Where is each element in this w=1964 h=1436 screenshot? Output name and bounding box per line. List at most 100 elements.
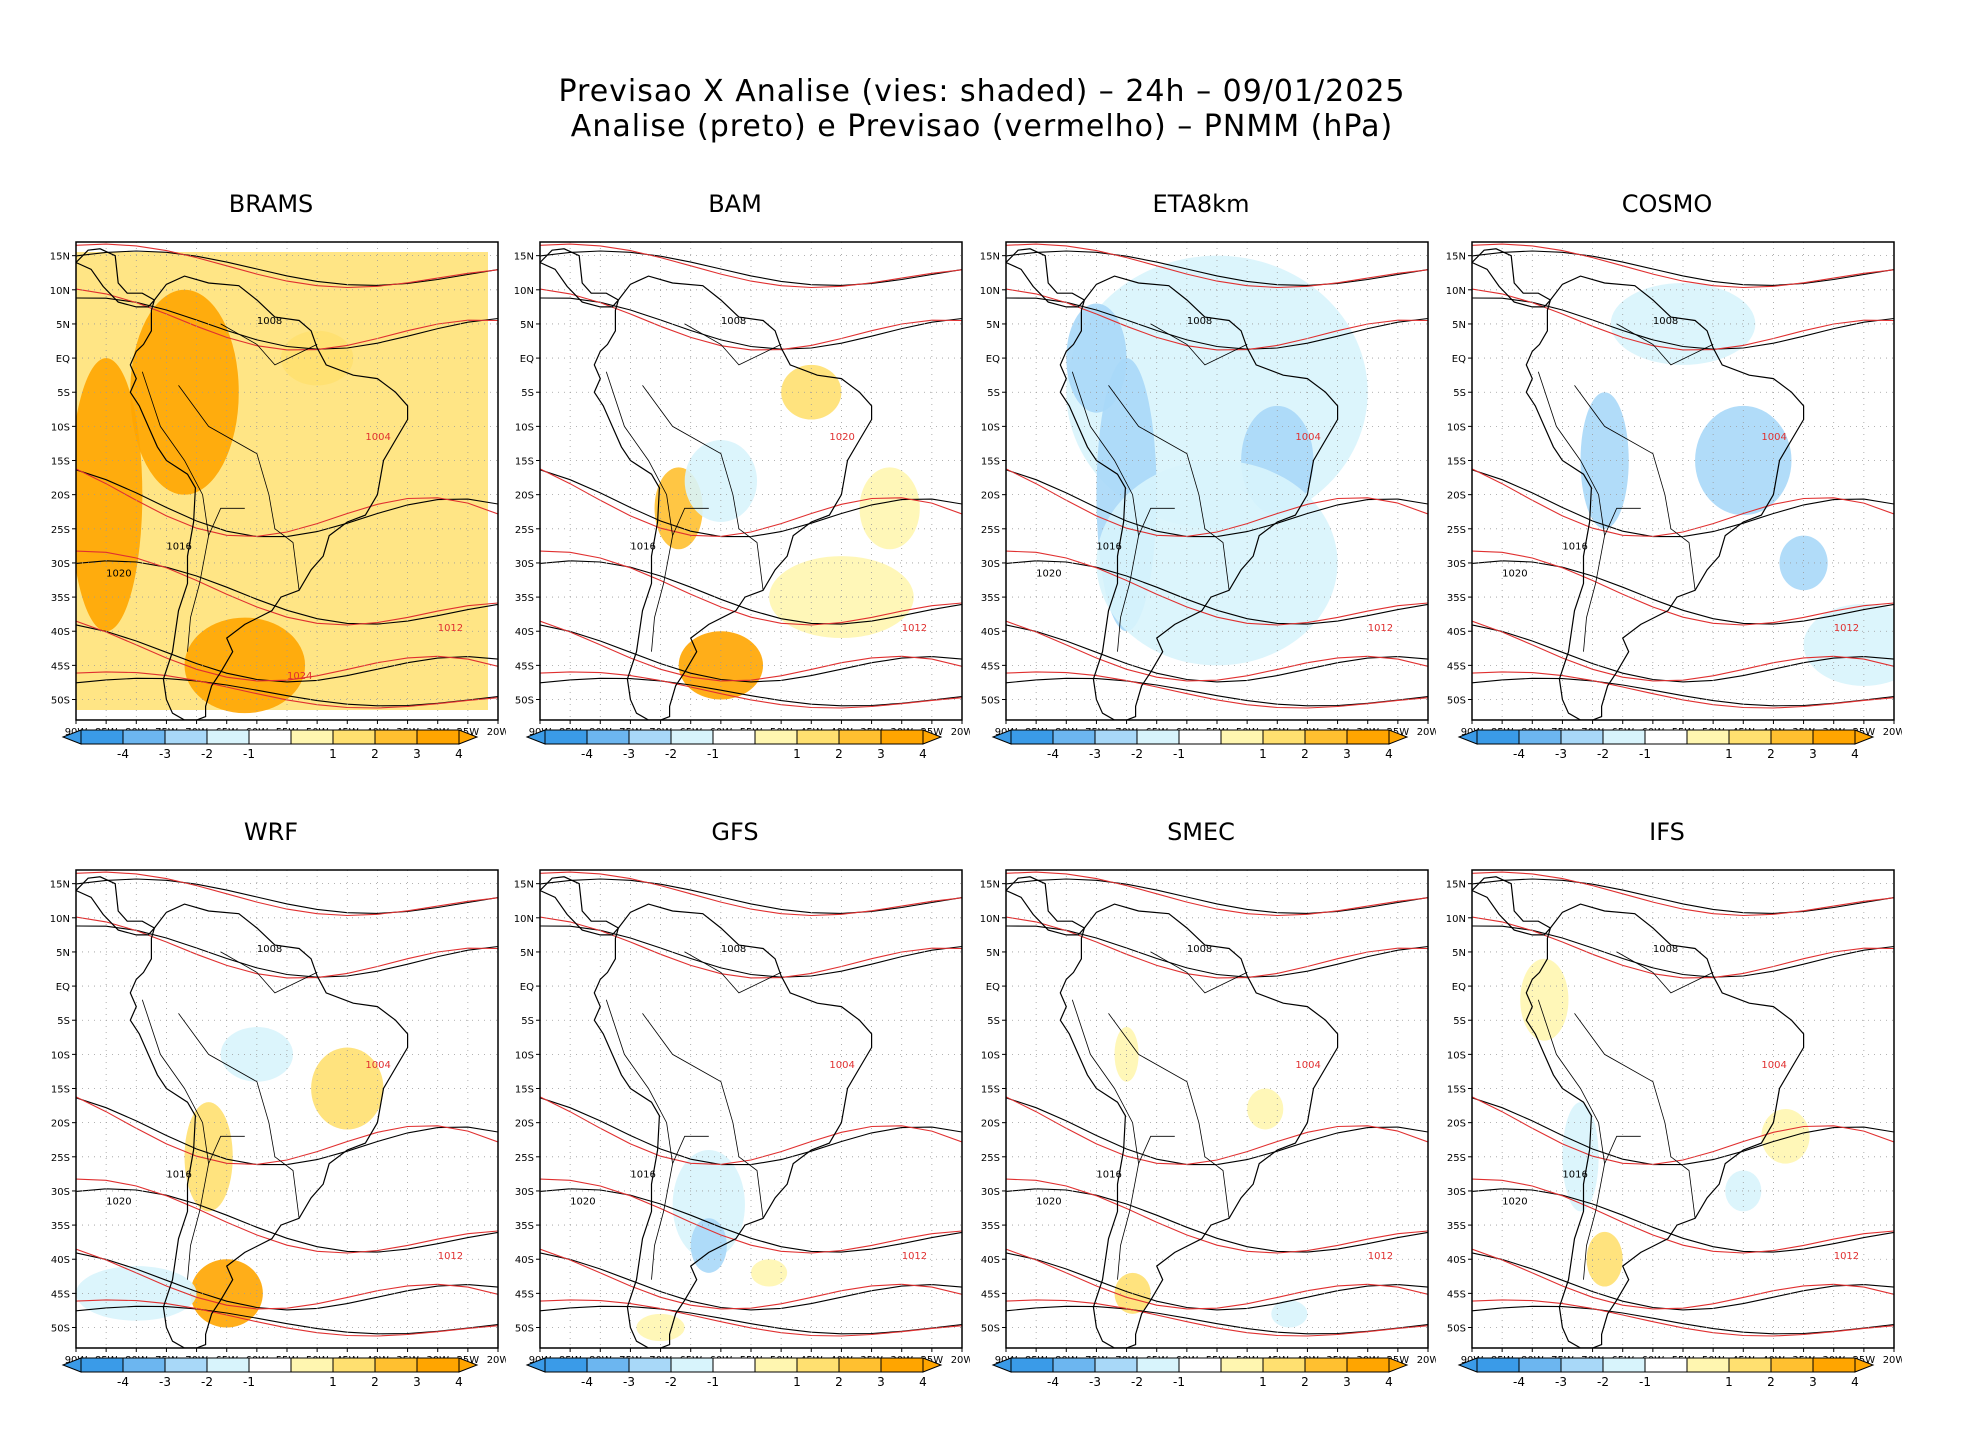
y-tick-label: 25S xyxy=(1447,1153,1466,1164)
colorbar-label: -1 xyxy=(243,747,255,761)
colorbar-segment xyxy=(586,1357,630,1373)
analysis-isobar xyxy=(1472,925,1894,978)
colorbar-label: -2 xyxy=(1597,747,1609,761)
colorbar-label: 2 xyxy=(371,747,379,761)
colorbar-label: -3 xyxy=(623,747,635,761)
country-border xyxy=(208,507,245,536)
colorbar-arrow-right xyxy=(458,729,479,745)
y-tick-label: 40S xyxy=(515,1255,534,1266)
colorbar-segment xyxy=(838,729,882,745)
colorbar-arrow-left xyxy=(1457,729,1478,745)
y-tick-label: 10N xyxy=(1446,286,1466,297)
forecast-isobar xyxy=(1006,1178,1428,1254)
panel-title: IFS xyxy=(1649,818,1685,846)
analysis-isobar xyxy=(1472,878,1894,914)
colorbar-segment xyxy=(374,1357,418,1373)
country-border xyxy=(1537,999,1606,1280)
colorbar: -4 -3 -2 -1 1 2 3 4 xyxy=(61,1357,479,1389)
forecast-isobar xyxy=(540,550,962,626)
analysis-isobar xyxy=(1472,250,1894,286)
y-tick-label: 10N xyxy=(514,914,534,925)
colorbar-segment xyxy=(838,1357,882,1373)
map-panel-ifs: IFS 1016 1012 1008 1004 1020 15N 10N 5N EQ 5S 10S 15… xyxy=(1432,818,1902,1428)
forecast-isobar xyxy=(1006,1096,1428,1165)
map-panel-cosmo: COSMO 1016 1012 1008 1004 1020 15N 10N 5N EQ 5S 10S… xyxy=(1432,190,1902,800)
forecast-isobar xyxy=(76,1096,498,1165)
y-tick-label: 20S xyxy=(515,1119,534,1130)
colorbar-arrow-left xyxy=(61,729,82,745)
y-tick-label: 35S xyxy=(1447,1221,1466,1232)
isobar-label: 1012 xyxy=(1834,1251,1859,1262)
y-tick-label: 50S xyxy=(981,1324,1000,1335)
country-border xyxy=(1150,323,1248,366)
colorbar-segment xyxy=(122,729,166,745)
y-tick-label: 35S xyxy=(515,1221,534,1232)
forecast-isobar xyxy=(1006,550,1428,626)
colorbar-label: -1 xyxy=(707,747,719,761)
isobar-label: 1020 xyxy=(1502,1197,1527,1208)
y-tick-label: 15S xyxy=(515,457,534,468)
isobar-label: 1016 xyxy=(630,541,655,552)
y-tick-label: 35S xyxy=(51,1221,70,1232)
colorbar-label: 3 xyxy=(877,1375,885,1389)
colorbar-segment xyxy=(796,1357,840,1373)
analysis-isobar xyxy=(540,624,962,683)
y-tick-label: 45S xyxy=(981,1289,1000,1300)
y-tick-label: 15S xyxy=(981,1085,1000,1096)
country-border xyxy=(605,999,674,1280)
forecast-isobar xyxy=(540,871,962,917)
isobar-label: 1016 xyxy=(1562,541,1587,552)
x-tick-label: 20W xyxy=(951,727,970,738)
figure-title-line2: Analise (preto) e Previsao (vermelho) – … xyxy=(570,109,1394,144)
colorbar-segment xyxy=(1220,1357,1264,1373)
map-content: 1016 1012 1008 1004 1020 1024 xyxy=(76,242,498,720)
colorbar-label: -2 xyxy=(201,747,213,761)
y-tick-label: 5S xyxy=(521,1016,534,1027)
analysis-isobar xyxy=(540,878,962,914)
y-tick-label: 35S xyxy=(51,593,70,604)
colorbar-label: -4 xyxy=(581,1375,593,1389)
analysis-isobar xyxy=(1472,1305,1894,1335)
y-tick-label: 50S xyxy=(1447,696,1466,707)
y-tick-label: 50S xyxy=(51,696,70,707)
y-tick-label: 5S xyxy=(1453,1016,1466,1027)
colorbar-label: 3 xyxy=(413,747,421,761)
colorbar-segment xyxy=(1304,1357,1348,1373)
country-border xyxy=(684,951,782,994)
isobar-label: 1016 xyxy=(166,541,191,552)
y-tick-label: 20S xyxy=(51,1119,70,1130)
colorbar-segment xyxy=(1346,729,1390,745)
colorbar-label: -4 xyxy=(1513,1375,1525,1389)
isobar-label: 1020 xyxy=(1502,569,1527,580)
colorbar-segment xyxy=(1476,729,1520,745)
analysis-isobar xyxy=(1006,925,1428,978)
y-tick-label: 10S xyxy=(51,422,70,433)
colorbar-arrow-right xyxy=(1388,1357,1409,1373)
country-border xyxy=(220,323,318,366)
colorbar-segment xyxy=(544,1357,588,1373)
colorbar-label: 4 xyxy=(919,1375,927,1389)
central-america-coastline xyxy=(76,876,156,936)
analysis-isobar xyxy=(540,925,962,978)
bias-shading xyxy=(280,330,354,386)
y-tick-label: 10S xyxy=(981,1050,1000,1061)
analysis-isobar xyxy=(1006,560,1428,625)
bias-shading xyxy=(769,556,914,639)
colorbar-segment xyxy=(1770,729,1814,745)
x-tick-label: 20W xyxy=(487,1355,506,1366)
isobar-label: 1008 xyxy=(257,944,282,955)
country-border xyxy=(1071,371,1140,652)
map-plot: 1016 1012 1008 1004 1020 15N 10N 5N EQ 5S 10S 15S 20… xyxy=(980,241,1436,738)
analysis-isobar xyxy=(1472,1188,1894,1253)
bias-shading xyxy=(1779,535,1828,591)
colorbar-label: -4 xyxy=(581,747,593,761)
colorbar-label: 1 xyxy=(1259,1375,1267,1389)
colorbar-segment xyxy=(1686,729,1730,745)
y-tick-label: 30S xyxy=(1447,559,1466,570)
colorbar-label: -2 xyxy=(1131,1375,1143,1389)
y-tick-label: EQ xyxy=(56,354,70,365)
colorbar-segment xyxy=(1304,729,1348,745)
country-border xyxy=(1071,999,1140,1280)
analysis-isobar xyxy=(540,1305,962,1335)
colorbar-label: 4 xyxy=(1385,1375,1393,1389)
